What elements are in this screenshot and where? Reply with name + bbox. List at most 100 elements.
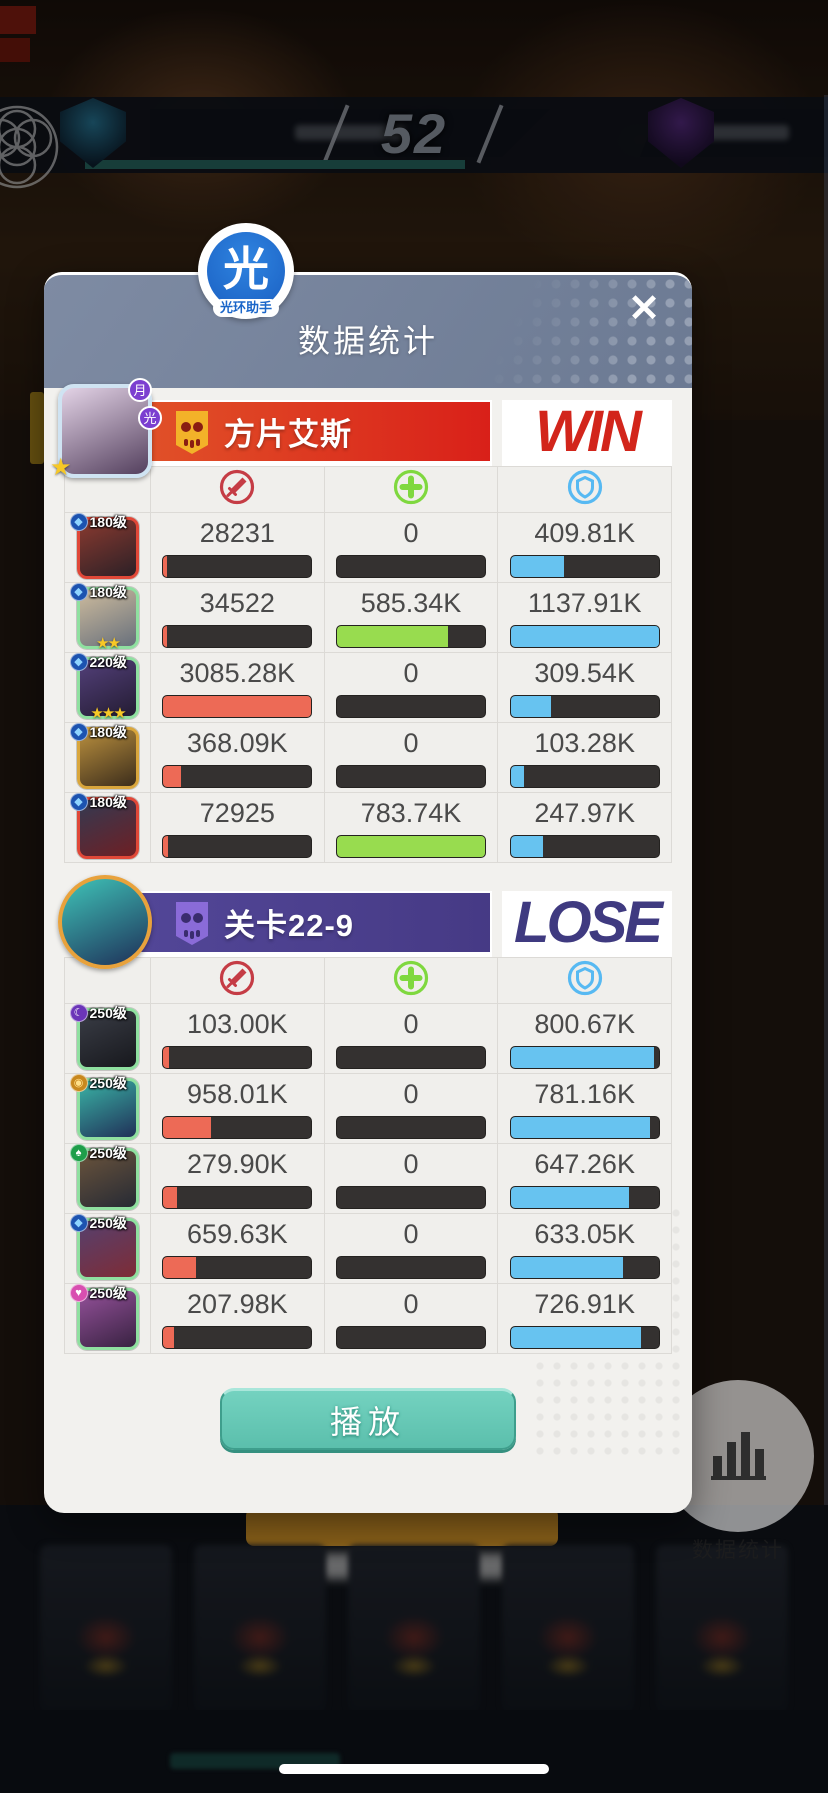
heal-value: 0 bbox=[403, 1078, 419, 1109]
shield-icon bbox=[567, 960, 602, 996]
heal-cell: 0 bbox=[323, 1073, 499, 1144]
star-rating: ★★★ bbox=[90, 704, 126, 722]
shield-cell: 633.05K bbox=[497, 1213, 672, 1284]
level-label: 250级 bbox=[89, 1074, 127, 1091]
decor-star: ★ bbox=[50, 454, 72, 481]
heal-bar bbox=[335, 554, 486, 578]
level-badge: ◆ 180级 bbox=[69, 722, 127, 742]
shield-cell: 1137.91K bbox=[497, 582, 672, 653]
home-indicator[interactable] bbox=[279, 1764, 549, 1774]
shield-bar bbox=[509, 1115, 660, 1139]
modal-header: 光 光环助手 数据统计 ✕ bbox=[44, 223, 692, 388]
decor-bubble: 光 bbox=[138, 406, 162, 430]
level-badge: ◆ 180级 bbox=[69, 582, 127, 602]
hero-cell: ♥ 250级 bbox=[64, 1283, 151, 1354]
team-banner: 月光 ★ 方片艾斯 WIN bbox=[50, 378, 672, 481]
background-ribbon bbox=[246, 1508, 558, 1546]
heal-bar bbox=[335, 1255, 486, 1279]
damage-value: 368.09K bbox=[187, 727, 288, 758]
hero-avatar: ♠ 250级 bbox=[69, 1143, 139, 1210]
heal-bar bbox=[335, 1185, 486, 1209]
level-badge: ◆ 250级 bbox=[69, 1213, 127, 1233]
heal-cell: 0 bbox=[323, 1143, 499, 1214]
shield-value: 247.97K bbox=[534, 797, 635, 828]
heal-value: 783.74K bbox=[360, 797, 462, 828]
suit-gem-icon: ◉ bbox=[69, 1073, 88, 1092]
shield-bar bbox=[509, 624, 660, 648]
hero-cards-row bbox=[40, 1545, 788, 1713]
heal-cell: 0 bbox=[323, 1003, 499, 1074]
hero-row: ◆ 180级 368.09K 0 103.28K bbox=[64, 722, 672, 793]
logo-glyph: 光 bbox=[207, 232, 285, 310]
corner-decor bbox=[0, 6, 36, 34]
heal-value: 0 bbox=[403, 727, 419, 758]
stats-header-row bbox=[64, 957, 672, 1004]
level-badge: ♠ 250级 bbox=[69, 1143, 127, 1163]
suit-gem-icon: ◆ bbox=[69, 652, 88, 671]
shield-value: 800.67K bbox=[534, 1008, 635, 1039]
heal-icon bbox=[393, 469, 429, 505]
level-label: 180级 bbox=[89, 793, 127, 810]
suit-gem-icon: ◆ bbox=[69, 792, 88, 811]
shield-value: 647.26K bbox=[534, 1148, 635, 1179]
damage-value: 28231 bbox=[199, 517, 275, 548]
heal-column-header bbox=[323, 466, 499, 513]
shield-value: 103.28K bbox=[534, 727, 635, 758]
hero-avatar: ◆ 180级 bbox=[69, 792, 139, 859]
hero-avatar: ♥ 250级 bbox=[69, 1283, 139, 1350]
team-avatar bbox=[58, 875, 152, 969]
damage-cell: 3085.28K bbox=[150, 652, 325, 723]
damage-icon bbox=[220, 469, 255, 505]
halo-assistant-logo: 光 光环助手 bbox=[198, 223, 294, 319]
shield-bar bbox=[509, 1255, 660, 1279]
battle-result: WIN bbox=[502, 399, 672, 466]
shield-bar bbox=[509, 554, 660, 578]
team-avatar: 月光 ★ bbox=[50, 378, 162, 481]
damage-column-header bbox=[150, 466, 325, 513]
damage-bar bbox=[162, 624, 313, 648]
damage-value: 659.63K bbox=[187, 1218, 288, 1249]
round-counter: 52 bbox=[380, 102, 448, 165]
team-section: 月光 ★ 方片艾斯 WIN bbox=[50, 378, 672, 863]
damage-value: 103.00K bbox=[187, 1008, 288, 1039]
heal-bar bbox=[335, 834, 486, 858]
suit-gem-icon: ◆ bbox=[69, 512, 88, 531]
suit-gem-icon: ☾ bbox=[69, 1003, 88, 1022]
shield-value: 309.54K bbox=[534, 657, 635, 688]
damage-bar bbox=[162, 1045, 313, 1069]
shield-cell: 247.97K bbox=[497, 792, 672, 863]
heal-bar bbox=[335, 1325, 486, 1349]
shield-value: 1137.91K bbox=[527, 587, 642, 618]
damage-value: 72925 bbox=[199, 797, 275, 828]
hero-avatar: ◆ 180级 ★★ bbox=[69, 582, 139, 652]
heal-value: 0 bbox=[403, 1288, 419, 1319]
hero-row: ♥ 250级 207.98K 0 726.91K bbox=[64, 1283, 672, 1354]
heal-bar bbox=[335, 624, 486, 648]
level-badge: ♥ 250级 bbox=[69, 1283, 127, 1303]
heal-value: 0 bbox=[403, 517, 419, 548]
heal-value: 0 bbox=[403, 657, 419, 688]
shield-cell: 781.16K bbox=[497, 1073, 672, 1144]
stats-header-row bbox=[64, 466, 672, 513]
star-rating: ★★ bbox=[96, 634, 121, 652]
suit-gem-icon: ◆ bbox=[69, 722, 88, 741]
shield-cell: 647.26K bbox=[497, 1143, 672, 1214]
shield-bar bbox=[509, 1325, 660, 1349]
hero-cell: ◉ 250级 bbox=[64, 1073, 151, 1144]
damage-icon bbox=[220, 960, 255, 996]
corner-decor bbox=[0, 38, 30, 62]
hero-cell: ◆ 220级 ★★★ bbox=[64, 652, 151, 723]
shield-bar bbox=[509, 764, 660, 788]
close-icon[interactable]: ✕ bbox=[628, 288, 660, 330]
damage-bar bbox=[162, 554, 313, 578]
level-label: 220级 bbox=[89, 653, 127, 670]
shield-cell: 800.67K bbox=[497, 1003, 672, 1074]
hero-row: ☾ 250级 103.00K 0 800.67K bbox=[64, 1003, 672, 1074]
hero-cell: ◆ 180级 bbox=[64, 792, 151, 863]
level-label: 250级 bbox=[89, 1144, 127, 1161]
settings-flower-icon bbox=[0, 105, 59, 189]
play-button[interactable]: 播放 bbox=[220, 1388, 516, 1450]
damage-bar bbox=[162, 764, 313, 788]
hero-cell: ◆ 180级 bbox=[64, 512, 151, 583]
hero-avatar: ◉ 250级 bbox=[69, 1073, 139, 1140]
